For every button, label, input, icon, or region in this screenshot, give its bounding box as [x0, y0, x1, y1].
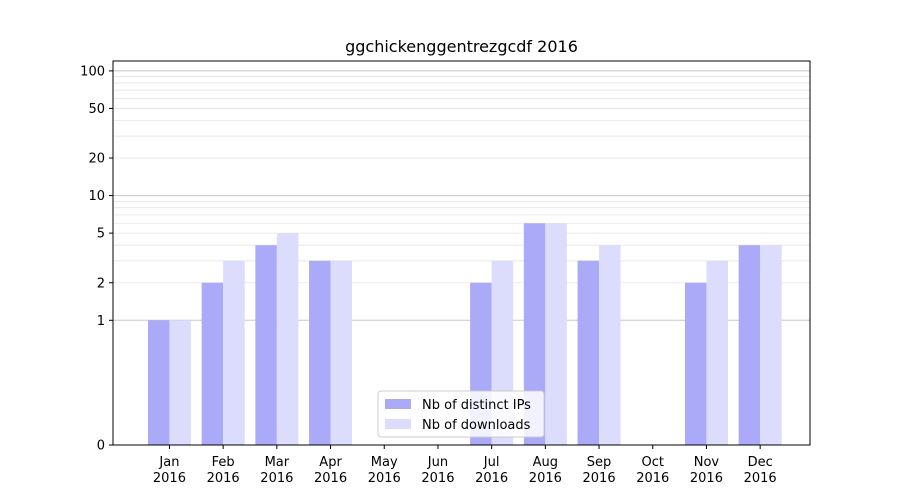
y-tick-label: 1: [97, 314, 105, 329]
legend-swatch: [385, 399, 411, 409]
x-tick-label: 2016: [636, 471, 669, 486]
y-tick-label: 5: [97, 227, 105, 242]
x-tick-label: Mar: [265, 455, 290, 470]
bar-ips: [577, 260, 600, 445]
bar-downloads: [599, 245, 621, 445]
x-tick-label: Apr: [319, 455, 342, 470]
x-tick-label: 2016: [260, 471, 293, 486]
bar-downloads: [760, 245, 782, 445]
y-axis: 0 1 2 5 10 20 50 100: [80, 64, 113, 454]
y-tick-label: 100: [80, 64, 105, 79]
bar-ips: [309, 260, 331, 445]
bar-ips: [147, 320, 170, 445]
x-tick-label: 2016: [368, 471, 401, 486]
x-tick-label: 2016: [475, 471, 508, 486]
bar-ips: [523, 223, 546, 445]
x-tick-label: 2016: [153, 471, 186, 486]
x-tick-label: Sep: [587, 455, 612, 470]
x-tick-label: 2016: [314, 471, 347, 486]
bar-downloads: [223, 260, 245, 445]
x-tick-label: Feb: [212, 455, 235, 470]
chart-title: ggchickenggentrezgcdf 2016: [345, 37, 578, 56]
x-tick-label: 2016: [421, 471, 454, 486]
legend-label: Nb of downloads: [422, 418, 531, 433]
x-tick-label: 2016: [583, 471, 616, 486]
y-tick-label: 50: [88, 102, 105, 117]
x-axis: Jan2016Feb2016Mar2016Apr2016May2016Jun20…: [153, 445, 777, 486]
x-tick-label: Nov: [694, 455, 720, 470]
x-tick-label: 2016: [690, 471, 723, 486]
bar-downloads: [545, 223, 567, 445]
bars: [147, 223, 782, 445]
bar-downloads: [169, 320, 191, 445]
legend-swatch: [385, 419, 411, 429]
bar-ips: [201, 282, 224, 445]
y-tick-label: 20: [88, 152, 105, 167]
legend-label: Nb of distinct IPs: [422, 398, 531, 413]
y-tick-label: 0: [97, 439, 105, 454]
legend: Nb of distinct IPs Nb of downloads: [377, 390, 545, 438]
bar-ips: [738, 245, 761, 445]
x-tick-label: Aug: [533, 455, 558, 470]
bar-downloads: [706, 260, 728, 445]
x-tick-label: Jul: [483, 455, 500, 470]
x-tick-label: 2016: [744, 471, 777, 486]
legend-box: [377, 390, 545, 438]
y-tick-label: 2: [97, 276, 105, 291]
bar-ips: [255, 245, 277, 445]
x-tick-label: 2016: [207, 471, 240, 486]
x-tick-label: May: [371, 455, 398, 470]
x-tick-label: Dec: [748, 455, 773, 470]
bar-downloads: [276, 233, 299, 445]
plot-frame: [112, 60, 811, 446]
grid-lines: [113, 70, 810, 321]
x-tick-label: Jan: [158, 455, 179, 470]
x-tick-label: 2016: [529, 471, 562, 486]
bar-downloads: [330, 260, 353, 445]
x-tick-label: Jun: [427, 455, 448, 470]
y-tick-label: 10: [88, 189, 105, 204]
bar-ips: [684, 282, 707, 445]
x-tick-label: Oct: [642, 455, 664, 470]
